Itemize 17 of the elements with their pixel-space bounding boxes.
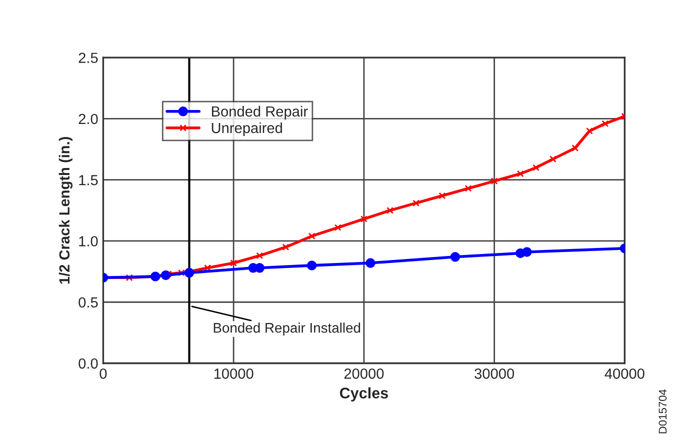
text: D015704 (658, 389, 667, 434)
ref-line-label: Bonded Repair Installed (214, 322, 360, 336)
x-tick-label: 30000 (474, 368, 514, 379)
x-tick-label: 40000 (604, 368, 644, 379)
legend-label: Unrepaired (212, 122, 282, 136)
y-tick-label: 1.5 (79, 175, 98, 186)
y-tick-label: 1.0 (79, 236, 98, 246)
y-tick-label: 0.0 (78, 358, 98, 369)
y-tick-label: 2.5 (78, 52, 98, 64)
x-tick-label: 0 (100, 368, 107, 379)
y-tick-label: 2.0 (78, 114, 98, 124)
x-tick-label: 20000 (344, 368, 384, 379)
x-tick-label: 10000 (214, 368, 254, 379)
y-axis-title: 1/2 Crack Length (in.) (58, 137, 73, 284)
y-tick-label: 0.5 (78, 297, 98, 308)
x-axis-title: Cycles (340, 387, 388, 402)
legend-label: Bonded Repair (212, 106, 308, 120)
